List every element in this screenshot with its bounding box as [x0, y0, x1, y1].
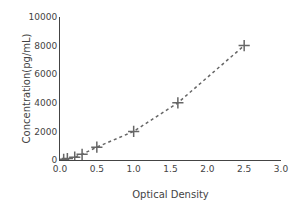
svg-text:1.0: 1.0 — [127, 164, 142, 174]
svg-text:2000: 2000 — [34, 127, 57, 137]
svg-text:Optical Density: Optical Density — [132, 189, 209, 200]
svg-text:0: 0 — [51, 155, 57, 165]
svg-text:3.0: 3.0 — [274, 164, 289, 174]
svg-text:10000: 10000 — [29, 12, 58, 22]
svg-text:2.0: 2.0 — [200, 164, 215, 174]
svg-text:Concentration(pg/mL): Concentration(pg/mL) — [21, 33, 32, 143]
svg-text:8000: 8000 — [34, 41, 57, 51]
svg-text:0.0: 0.0 — [53, 164, 68, 174]
svg-text:1.5: 1.5 — [163, 164, 177, 174]
svg-text:4000: 4000 — [34, 98, 57, 108]
svg-text:6000: 6000 — [34, 69, 57, 79]
svg-text:0.5: 0.5 — [90, 164, 104, 174]
svg-text:2.5: 2.5 — [237, 164, 251, 174]
